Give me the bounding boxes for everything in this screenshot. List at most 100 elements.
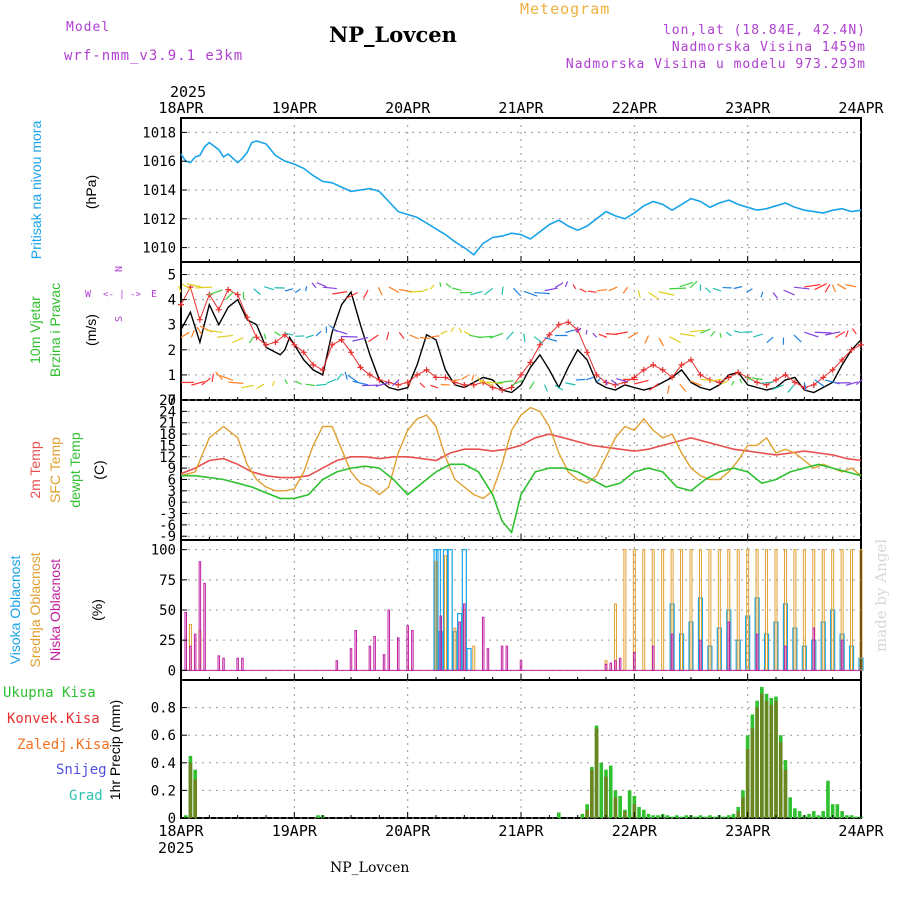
wind-arrow <box>814 283 828 291</box>
temp-title-dew: dewpt Temp <box>67 432 83 507</box>
cloud-bar-1 <box>689 549 693 671</box>
precip-total-bar <box>722 816 726 818</box>
wind-arrow <box>386 332 390 340</box>
wind-arrow <box>461 374 469 380</box>
y-tick-label-2: 9 <box>168 461 176 477</box>
cloud-bar-2 <box>335 660 339 671</box>
wind-arrow <box>241 384 254 389</box>
wind-gust-marker <box>508 384 515 391</box>
wind-title-2: Brzina i Pravac <box>47 283 63 377</box>
y-tick-label-3: 50 <box>159 603 176 619</box>
model-elevation: Nadmorska Visina u modelu 973.293m <box>565 57 866 72</box>
y-tick-label-0: 1018 <box>142 125 176 141</box>
precip-total-bar <box>849 815 854 818</box>
precip-total-bar <box>618 795 622 818</box>
wind-gust-marker <box>281 331 288 338</box>
wind-arrow <box>845 284 857 288</box>
wind-arrow <box>523 333 526 343</box>
wind-arrow <box>855 379 863 385</box>
precip-total-bar <box>316 815 320 818</box>
cloud-bar-2 <box>618 657 622 671</box>
wind-arrow <box>528 381 535 390</box>
precip-total-bar <box>698 815 703 818</box>
wind-arrow <box>445 283 452 288</box>
precip-total-bar <box>816 815 821 818</box>
wind-arrow <box>486 381 504 385</box>
date-label-bottom: 21APR <box>498 822 544 840</box>
wind-arrow <box>598 333 608 338</box>
wind-arrow <box>439 282 442 287</box>
wind-gust-marker <box>433 374 439 381</box>
wind-arrow <box>305 334 314 339</box>
wind-arrow <box>644 335 650 344</box>
wind-ylabel: (m/s) <box>83 314 99 346</box>
wind-gust-marker <box>801 384 808 391</box>
precip-total-bar <box>670 816 674 818</box>
wind-arrow <box>772 292 779 299</box>
precip-conv-bar <box>613 797 618 818</box>
y-tick-label-1: 0 <box>168 393 176 409</box>
temp-title-2m: 2m Temp <box>27 441 43 499</box>
wind-arrow <box>190 329 195 338</box>
wind-arrow <box>336 373 343 381</box>
product-title: Meteogram <box>520 0 611 18</box>
cloud-bar-1 <box>793 549 797 671</box>
date-label-top: 19APR <box>272 99 318 117</box>
wind-gust-marker <box>829 366 836 373</box>
cloud-bar-2 <box>203 582 206 671</box>
wind-arrow <box>332 291 348 295</box>
wind-arrow <box>196 326 203 335</box>
y-tick-label-4: 0 <box>168 811 176 827</box>
wind-gust-marker <box>470 381 477 388</box>
pressure-line <box>180 140 862 256</box>
wind-gust-marker <box>640 366 647 373</box>
wind-arrow <box>622 286 629 294</box>
wind-arrow <box>575 327 582 333</box>
wind-arrow <box>363 289 369 299</box>
precip-conv-bar <box>632 804 637 818</box>
wind-arrow <box>689 380 702 387</box>
wind-arrow <box>263 286 275 291</box>
wind-arrow <box>458 327 463 334</box>
wind-arrow <box>219 374 234 381</box>
precip-total-bar <box>679 816 684 818</box>
wind-gust-marker <box>423 366 430 373</box>
station-title: NP_Lovcen <box>329 22 457 47</box>
wind-arrow <box>180 331 190 338</box>
wind-arrow <box>544 287 558 292</box>
wind-arrow <box>689 329 705 333</box>
cloud-bar-2 <box>463 603 466 671</box>
wind-gust-marker <box>329 341 336 348</box>
wind-gust-marker <box>319 366 326 373</box>
wind-gust-marker <box>621 379 628 386</box>
wind-arrow <box>597 289 608 292</box>
compass-arrows: <- | -> <box>103 290 142 300</box>
wind-gust-marker <box>442 374 449 381</box>
wind-gust-marker <box>234 291 241 298</box>
wind-arrow <box>679 281 694 288</box>
wind-gust-marker <box>244 314 251 321</box>
wind-gust-marker <box>215 306 222 313</box>
wind-arrow <box>679 383 687 392</box>
cloud-bar-2 <box>373 636 376 671</box>
wind-arrow <box>186 283 202 288</box>
wind-arrow <box>375 381 389 388</box>
wind-gust-marker <box>196 316 203 323</box>
wind-arrow <box>178 285 182 293</box>
cloud-bar-0 <box>466 648 472 671</box>
pressure-ylabel: (hPa) <box>83 175 99 209</box>
wind-gust-marker <box>300 349 307 356</box>
wind-arrow <box>430 335 440 338</box>
wind-gust-marker <box>348 349 354 356</box>
model-label: Model <box>66 20 111 35</box>
precip-total-bar <box>651 815 656 818</box>
wind-arrow <box>322 286 337 290</box>
y-tick-label-2: 18 <box>159 427 176 443</box>
cloud-bar-2 <box>193 633 197 671</box>
precip-legend-1: Konvek.Kisa <box>7 711 100 727</box>
cloud-bar-2 <box>387 609 391 671</box>
wind-arrow <box>505 331 514 340</box>
wind-arrow <box>633 379 649 385</box>
cloud-bar-2 <box>519 660 523 671</box>
wind-arrow <box>513 287 522 297</box>
